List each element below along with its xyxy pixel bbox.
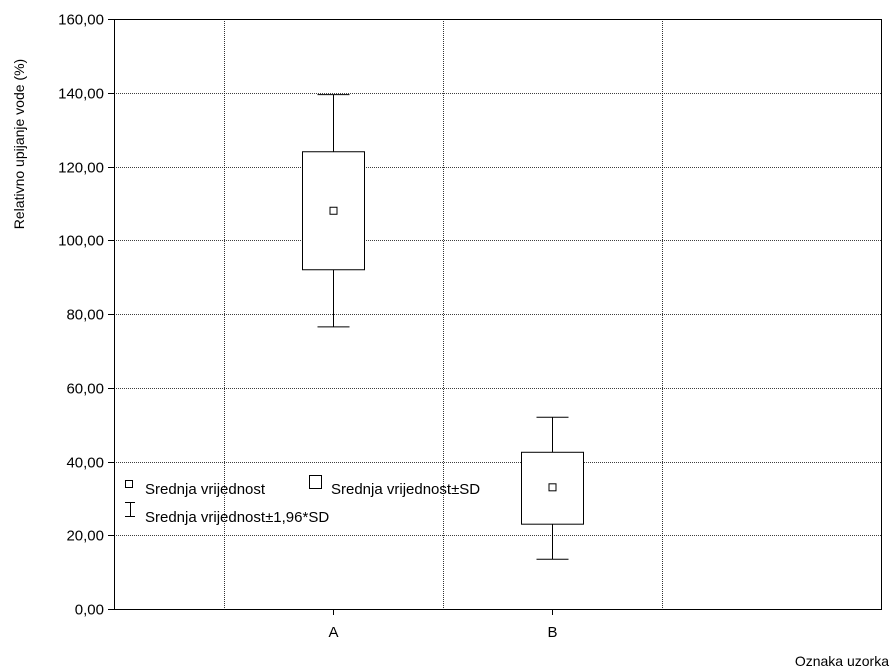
- legend-label-sd: Srednja vrijednost±SD: [331, 481, 480, 498]
- y-axis: 0,00 20,00 40,00 60,00 80,00 100,00 120,00 140,…: [58, 12, 114, 619]
- x-tick-label-A: A: [328, 624, 338, 641]
- legend: Srednja vrijednost Srednja vrijednost±SD…: [125, 475, 480, 526]
- legend-whisker-symbol: [125, 502, 135, 517]
- data-marks: [302, 94, 584, 560]
- y-tick-label-2: 40,00: [66, 455, 104, 472]
- y-tick-label-7: 140,00: [58, 86, 104, 103]
- box-A: [302, 94, 365, 328]
- y-tick-label-3: 60,00: [66, 381, 104, 398]
- y-tick-label-1: 20,00: [66, 528, 104, 545]
- box-B: [521, 416, 584, 560]
- y-tick-label-4: 80,00: [66, 307, 104, 324]
- legend-label-mean: Srednja vrijednost: [145, 481, 266, 498]
- y-tick-label-5: 100,00: [58, 233, 104, 250]
- y-tick-label-0: 0,00: [75, 602, 104, 619]
- plot-frame: [114, 19, 882, 610]
- legend-label-ci: Srednja vrijednost±1,96*SD: [145, 509, 329, 526]
- x-tick-label-B: B: [547, 624, 557, 641]
- y-axis-title: Relativno upijanje vode (%): [11, 59, 27, 229]
- y-tick-label-8: 160,00: [58, 12, 104, 29]
- x-axis-title: Oznaka uzorka: [795, 653, 889, 669]
- legend-mean-symbol: [125, 480, 133, 488]
- mean-marker-A: [329, 206, 338, 215]
- legend-box-symbol: [309, 475, 322, 489]
- grid-lines: [114, 19, 881, 609]
- y-tick-label-6: 120,00: [58, 160, 104, 177]
- mean-marker-B: [548, 483, 557, 492]
